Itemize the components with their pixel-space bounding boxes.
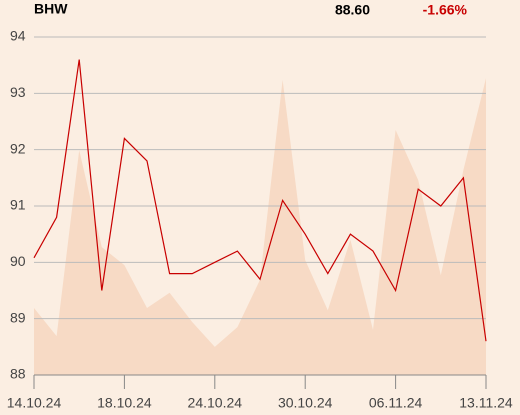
y-tick-label: 93 [10,84,26,100]
y-tick-label: 91 [10,197,26,213]
x-tick-label: 13.11.24 [459,395,513,411]
y-tick-label: 89 [10,309,26,325]
symbol: BHW [34,1,68,17]
x-tick-label: 06.11.24 [369,395,423,411]
line [33,59,487,342]
price: 88.60 [335,2,370,18]
change: -1.66% [423,2,468,18]
area [34,78,486,375]
x-tick-label: 24.10.24 [188,395,243,411]
y-tick-label: 88 [10,366,26,382]
x-tick-label: 30.10.24 [278,395,333,411]
x-tick-label: 14.10.24 [7,395,62,411]
y-tick-label: 90 [10,253,26,269]
y-tick-label: 92 [10,140,26,156]
x-tick-label: 18.10.24 [97,395,152,411]
y-tick-label: 94 [10,28,26,44]
